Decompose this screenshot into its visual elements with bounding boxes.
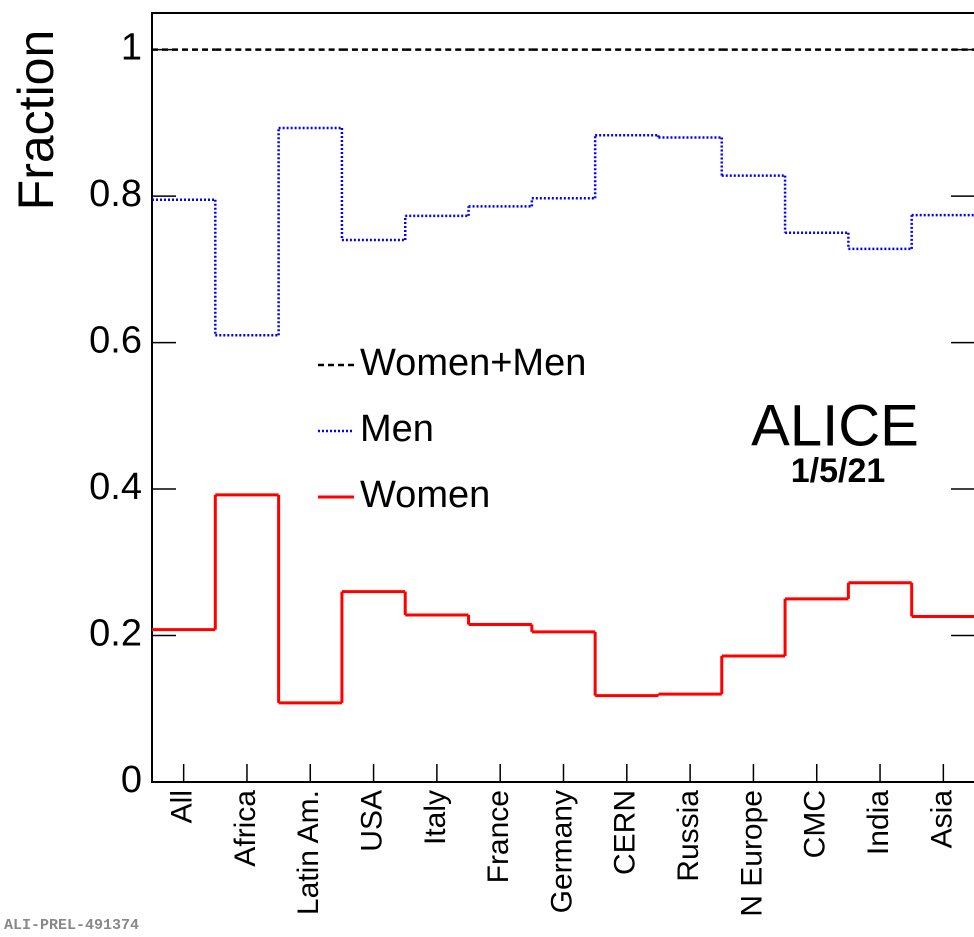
y-tick-label: 0.6: [89, 320, 142, 362]
y-tick-label: 1: [121, 27, 142, 69]
x-tick-label: India: [862, 790, 895, 855]
legend-label: Women: [360, 474, 490, 516]
legend-label: Women+Men: [360, 342, 586, 384]
x-tick-label: Italy: [419, 790, 452, 845]
x-tick-label: CERN: [609, 790, 642, 875]
x-tick-label: Latin Am.: [292, 790, 325, 915]
y-tick-label: 0.4: [89, 466, 142, 508]
y-tick-label: 0.8: [89, 173, 142, 215]
x-tick-label: N Europe: [735, 790, 768, 917]
y-tick-label: 0.2: [89, 613, 142, 655]
x-tick-label: Asia: [925, 790, 958, 849]
prel-label: ALI-PREL-491374: [4, 917, 139, 934]
experiment-label: ALICE: [751, 393, 919, 458]
x-tick-label: CMC: [799, 790, 832, 858]
x-tick-label: France: [482, 790, 515, 883]
x-tick-label: Germany: [545, 790, 578, 913]
x-tick-label: All: [166, 790, 199, 823]
date-label: 1/5/21: [791, 452, 886, 490]
legend-label: Men: [360, 408, 434, 450]
y-tick-label: 0: [121, 759, 142, 801]
y-axis-label: Fraction: [8, 30, 64, 211]
x-tick-label: USA: [355, 790, 388, 852]
x-tick-label: Africa: [229, 790, 262, 867]
x-tick-label: Russia: [672, 790, 705, 882]
